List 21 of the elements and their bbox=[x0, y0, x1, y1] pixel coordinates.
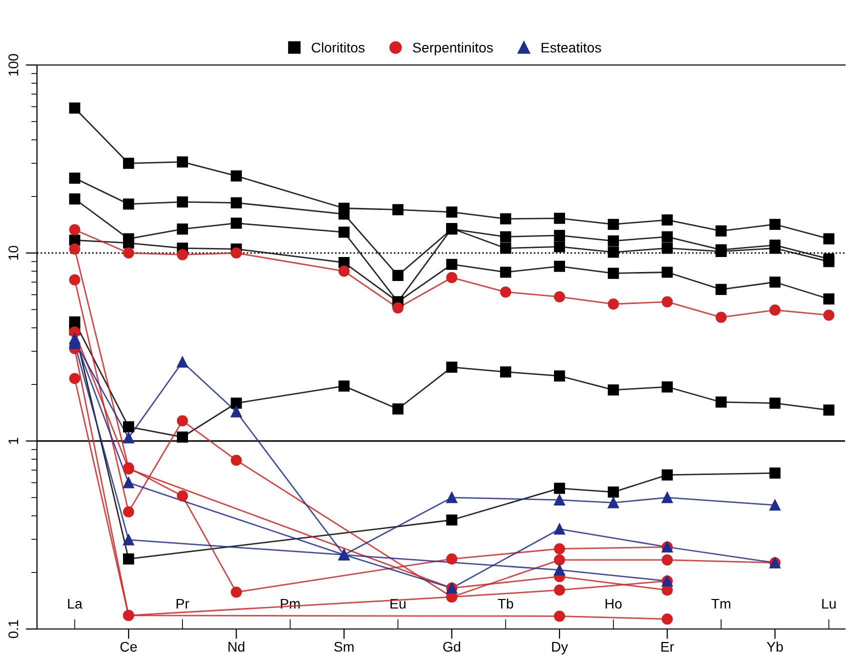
x-tick-label: Yb bbox=[766, 642, 783, 652]
x-tick-label: Er bbox=[661, 642, 674, 652]
x-tick-label: Gd bbox=[443, 642, 460, 652]
legend-label: Esteatitos bbox=[542, 42, 602, 53]
x-tick-label: Tb bbox=[498, 598, 514, 609]
x-tick-label: Eu bbox=[390, 598, 406, 609]
x-tick-label: Dy bbox=[552, 642, 568, 654]
y-tick-label: 100 bbox=[8, 54, 18, 76]
y-tick-label: 10 bbox=[8, 246, 18, 260]
x-tick-label: Ce bbox=[120, 642, 137, 652]
y-tick-label: 1 bbox=[8, 438, 18, 444]
legend-label: Clorititos bbox=[312, 42, 365, 53]
x-tick-label: Ho bbox=[606, 598, 622, 609]
legend-label: Serpentinitos bbox=[412, 42, 493, 56]
x-tick-label: Sm bbox=[334, 642, 354, 652]
x-tick-label: Tm bbox=[711, 598, 730, 609]
x-tick-label: Nd bbox=[228, 642, 244, 652]
x-tick-label: Lu bbox=[822, 598, 836, 609]
x-tick-label: La bbox=[68, 598, 82, 609]
y-tick-label: 0.1 bbox=[8, 620, 18, 638]
x-tick-label: Pr bbox=[176, 598, 190, 609]
